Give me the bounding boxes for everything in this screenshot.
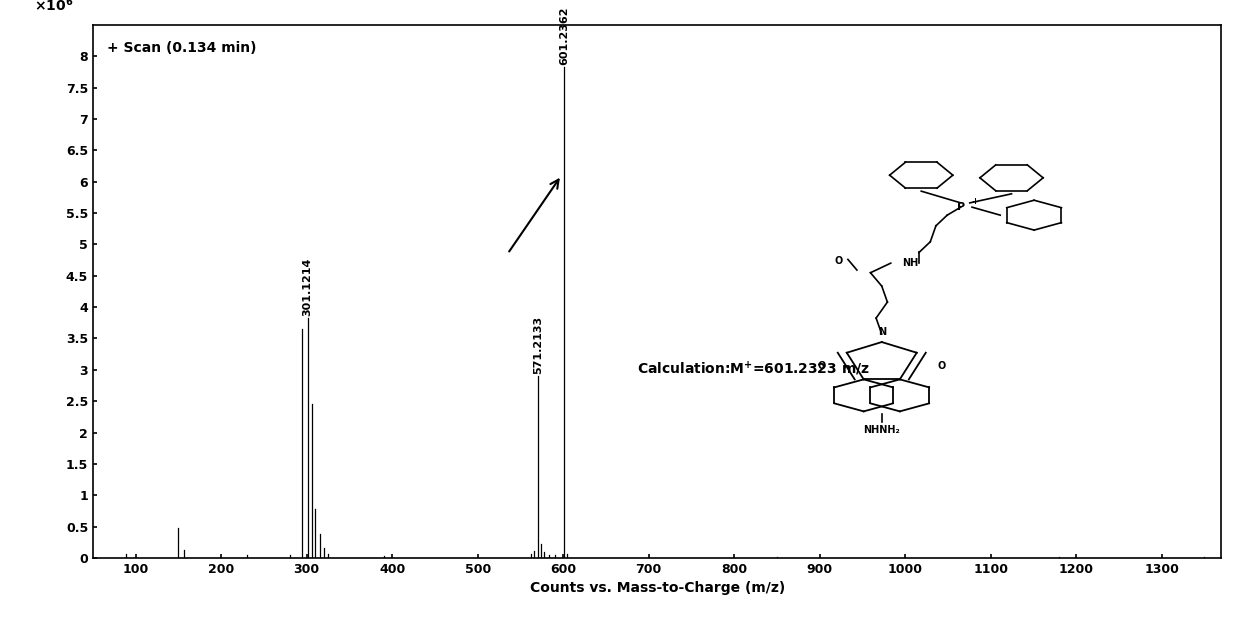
Text: NHNH₂: NHNH₂ <box>863 425 900 435</box>
X-axis label: Counts vs. Mass-to-Charge (m/z): Counts vs. Mass-to-Charge (m/z) <box>529 582 785 595</box>
Text: NH: NH <box>901 258 919 268</box>
Text: O: O <box>937 361 946 371</box>
Text: O: O <box>818 361 826 371</box>
Text: Calculation:M$^\mathbf{+}$=601.2323 m/z: Calculation:M$^\mathbf{+}$=601.2323 m/z <box>636 360 869 378</box>
Text: $\mathbf{\times 10^6}$: $\mathbf{\times 10^6}$ <box>35 0 73 14</box>
Text: +: + <box>971 197 978 206</box>
Text: N: N <box>878 327 885 337</box>
Text: O: O <box>835 256 843 266</box>
Text: + Scan (0.134 min): + Scan (0.134 min) <box>107 41 255 55</box>
Text: 571.2133: 571.2133 <box>533 316 543 374</box>
Text: 601.2362: 601.2362 <box>559 6 569 65</box>
Text: 301.1214: 301.1214 <box>303 257 312 316</box>
Text: P: P <box>957 202 965 212</box>
